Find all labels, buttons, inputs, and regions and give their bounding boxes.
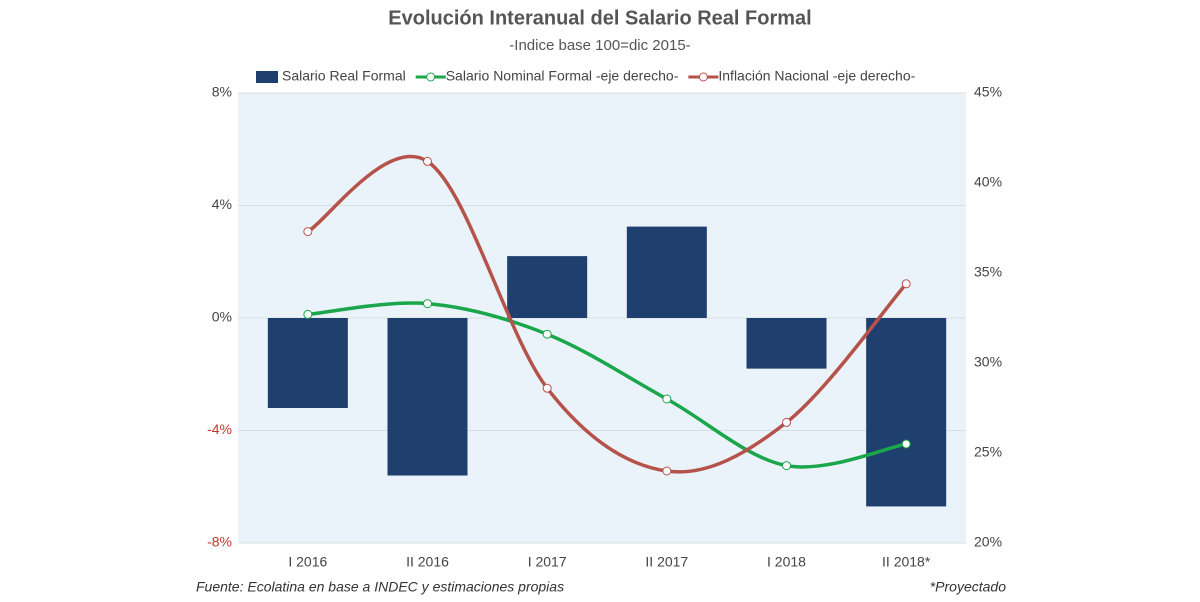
point	[542, 329, 552, 339]
y2-tick-label: 35%	[974, 264, 1002, 280]
y2-tick-label: 45%	[974, 84, 1002, 100]
source-note: Fuente: Ecolatina en base a INDEC y esti…	[196, 579, 564, 595]
point	[901, 439, 911, 449]
x-tick-label: I 2016	[288, 554, 327, 570]
bar	[866, 318, 947, 507]
y-tick-label: 8%	[212, 84, 232, 100]
y2-tick-label: 40%	[974, 174, 1002, 190]
point	[662, 394, 672, 404]
legend-marker	[426, 72, 436, 82]
y-tick-label: 4%	[212, 196, 232, 212]
x-tick-label: I 2017	[528, 554, 567, 570]
x-tick-label: II 2016	[406, 554, 449, 570]
point	[542, 383, 552, 393]
bar	[626, 226, 707, 318]
y-tick-label: 0%	[212, 309, 232, 325]
bar	[746, 318, 827, 369]
y2-tick-label: 25%	[974, 444, 1002, 460]
y2-tick-label: 20%	[974, 534, 1002, 550]
point	[303, 227, 313, 237]
y-tick-label: -4%	[207, 421, 232, 437]
legend-swatch	[256, 71, 278, 83]
point	[303, 309, 313, 319]
line	[306, 154, 908, 474]
legend-label: Salario Nominal Formal -eje derecho-	[446, 68, 679, 84]
x-tick-label: II 2017	[645, 554, 688, 570]
bar	[507, 256, 588, 318]
chart-subtitle: -Indice base 100=dic 2015-	[509, 37, 690, 54]
point	[662, 466, 672, 476]
chart-title: Evolución Interanual del Salario Real Fo…	[388, 7, 811, 29]
x-tick-label: II 2018*	[882, 554, 931, 570]
line	[307, 301, 907, 469]
legend-marker	[698, 72, 708, 82]
legend-label: Inflación Nacional -eje derecho-	[718, 68, 915, 84]
legend: Salario Real Formal Salario Nominal Forma…	[256, 68, 916, 84]
point	[423, 156, 432, 166]
point	[782, 461, 791, 471]
y-tick-label: -8%	[207, 534, 232, 550]
y2-tick-label: 30%	[974, 354, 1002, 370]
bar	[267, 318, 348, 408]
point	[901, 279, 911, 289]
bar	[387, 318, 468, 476]
point	[423, 299, 432, 309]
legend-label: Salario Real Formal	[282, 68, 406, 84]
point	[782, 417, 791, 427]
x-tick-label: I 2018	[767, 554, 806, 570]
footnote: *Proyectado	[930, 579, 1006, 595]
